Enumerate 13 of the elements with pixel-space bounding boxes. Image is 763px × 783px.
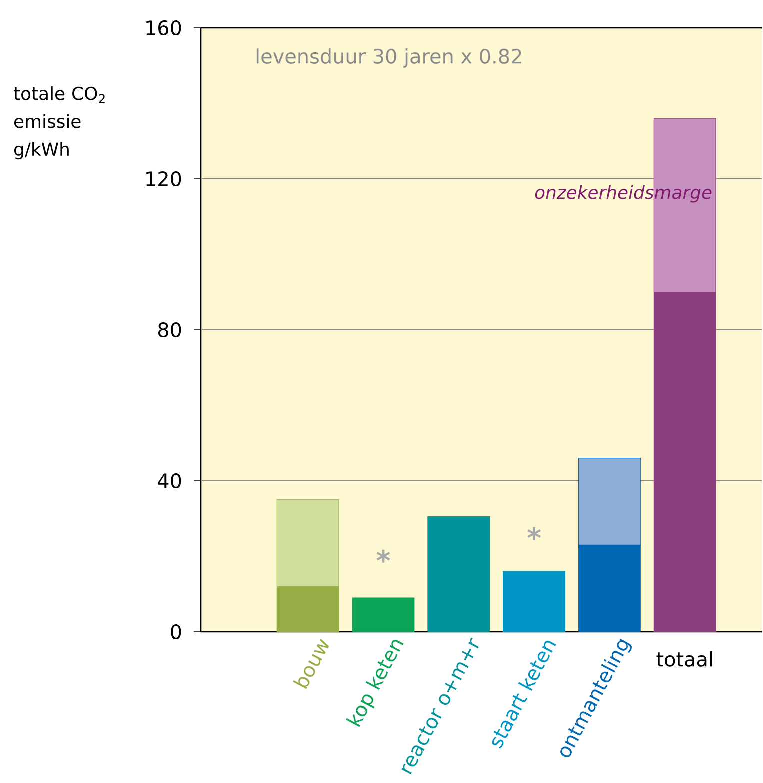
bar: [428, 516, 490, 632]
y-tick-label: 0: [171, 624, 182, 640]
bar: [352, 598, 415, 632]
annotation: *: [376, 550, 390, 563]
y-tick-label: 40: [158, 473, 182, 489]
annotation: levensduur 30 jaren x 0.82: [257, 48, 522, 68]
bar: [503, 571, 566, 632]
y-tick-label: 80: [158, 322, 182, 338]
text: totale CO$_{2}$ emissie g/kWh: [14, 86, 106, 160]
y-tick-label: 120: [146, 171, 182, 187]
x-tick-label: totaal: [656, 652, 712, 667]
annotation: *: [528, 527, 542, 540]
y-tick-label: 160: [146, 20, 182, 36]
